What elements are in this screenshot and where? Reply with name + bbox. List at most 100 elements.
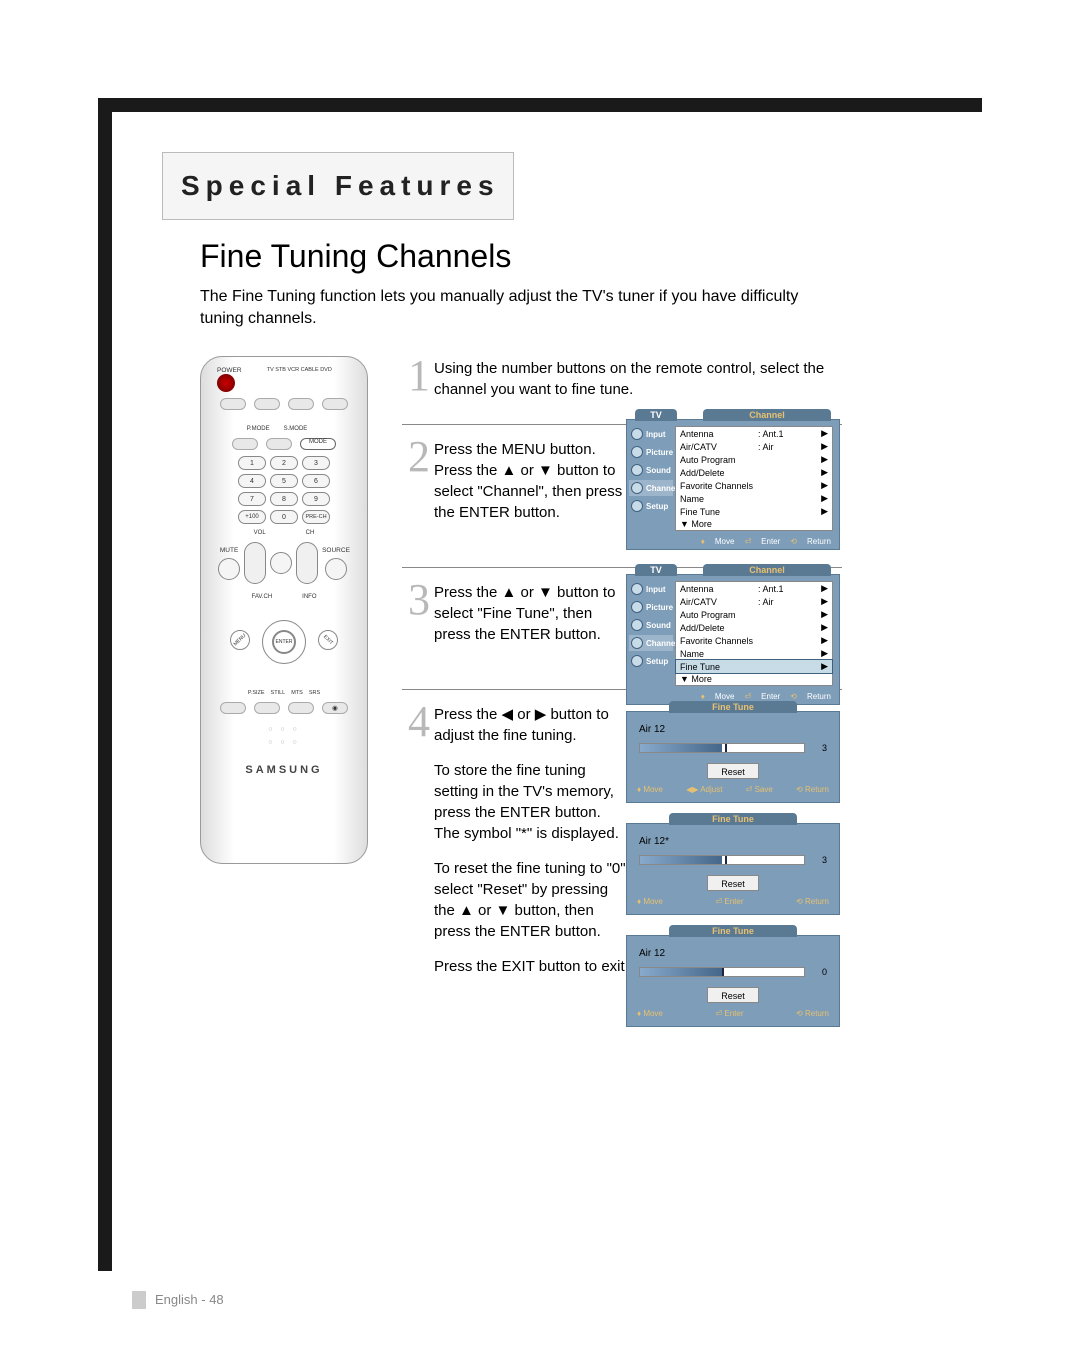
intro-text: The Fine Tuning function lets you manual… xyxy=(200,286,840,331)
still-button[interactable] xyxy=(254,702,280,714)
num-0[interactable]: 0 xyxy=(270,510,298,524)
vol-rocker[interactable] xyxy=(244,542,266,584)
source-button[interactable] xyxy=(325,558,347,580)
osd-menu-item[interactable]: Favorite Channels▶ xyxy=(676,634,832,647)
plus100-button[interactable]: +100 xyxy=(238,510,266,524)
osd-title: Fine Tune xyxy=(669,813,797,825)
step-text: Press the ▲ or ▼ button to select "Fine … xyxy=(434,580,626,645)
osd-sidebar-setup[interactable]: Setup xyxy=(629,498,673,514)
osd-title: Channel xyxy=(703,409,831,421)
menu-button[interactable]: MENU xyxy=(226,626,254,654)
step-text: Press the ◀ or ▶ button to adjust the fi… xyxy=(434,702,630,991)
ft-channel: Air 12* xyxy=(639,836,827,847)
osd-menu-item[interactable]: Favorite Channels▶ xyxy=(676,479,832,492)
osd-channel-menu-finetune: TV Channel InputPictureSoundChannelSetup… xyxy=(626,574,840,705)
osd-sidebar-picture[interactable]: Picture xyxy=(629,599,673,615)
header-title: Special Features xyxy=(181,170,500,202)
srs-button[interactable]: ◉ xyxy=(322,702,348,714)
osd-finetune-panel: Fine Tune Air 12 3 Reset ♦ Move ◀▶ Adjus… xyxy=(626,711,840,803)
osd-menu-item[interactable]: Fine Tune▶ xyxy=(676,505,832,518)
osd-menu-item[interactable]: Add/Delete▶ xyxy=(676,466,832,479)
osd-menu-item[interactable]: Air/CATV: Air▶ xyxy=(676,440,832,453)
osd-title: Channel xyxy=(703,564,831,576)
osd-sidebar-sound[interactable]: Sound xyxy=(629,462,673,478)
device-select[interactable] xyxy=(288,398,314,410)
device-select[interactable] xyxy=(322,398,348,410)
num-8[interactable]: 8 xyxy=(270,492,298,506)
ft-reset-button[interactable]: Reset xyxy=(707,875,759,891)
mts-label: MTS xyxy=(291,690,303,696)
guide-button[interactable] xyxy=(270,552,292,574)
srs-label: SRS xyxy=(309,690,320,696)
osd-sidebar-sound[interactable]: Sound xyxy=(629,617,673,633)
psize-label: P.SIZE xyxy=(248,690,265,696)
step-number: 1 xyxy=(402,356,430,400)
ch-rocker[interactable] xyxy=(296,542,318,584)
num-5[interactable]: 5 xyxy=(270,474,298,488)
mute-button[interactable] xyxy=(218,558,240,580)
osd-menu-item[interactable]: Name▶ xyxy=(676,492,832,505)
pmode-label: P.MODE xyxy=(247,426,270,432)
osd-sidebar-setup[interactable]: Setup xyxy=(629,653,673,669)
vol-label: VOL xyxy=(254,530,266,536)
favch-label: FAV.CH xyxy=(251,594,272,600)
step-number: 2 xyxy=(402,437,430,523)
num-3[interactable]: 3 xyxy=(302,456,330,470)
osd-sidebar-input[interactable]: Input xyxy=(629,426,673,442)
num-7[interactable]: 7 xyxy=(238,492,266,506)
num-2[interactable]: 2 xyxy=(270,456,298,470)
smode-button[interactable] xyxy=(266,438,292,450)
pmode-button[interactable] xyxy=(232,438,258,450)
osd-sidebar-input[interactable]: Input xyxy=(629,581,673,597)
ft-reset-button[interactable]: Reset xyxy=(707,987,759,1003)
num-1[interactable]: 1 xyxy=(238,456,266,470)
ft-reset-button[interactable]: Reset xyxy=(707,763,759,779)
prech-button[interactable]: PRE-CH xyxy=(302,510,330,524)
osd-menu-item[interactable]: Antenna: Ant.1▶ xyxy=(676,582,832,595)
psize-button[interactable] xyxy=(220,702,246,714)
osd-menu-item[interactable]: ▼ More xyxy=(676,673,832,685)
num-6[interactable]: 6 xyxy=(302,474,330,488)
osd-menu-item[interactable]: Add/Delete▶ xyxy=(676,621,832,634)
enter-button[interactable]: ENTER xyxy=(272,630,296,654)
step-text: Using the number buttons on the remote c… xyxy=(434,356,842,400)
smode-label: S.MODE xyxy=(284,426,308,432)
osd-footer: ♦Move ⏎Enter ⟲Return xyxy=(627,533,839,549)
ft-slider[interactable] xyxy=(639,855,805,865)
osd-menu-item[interactable]: ▼ More xyxy=(676,518,832,530)
ft-channel: Air 12 xyxy=(639,948,827,959)
osd-menu-item[interactable]: Fine Tune▶ xyxy=(675,659,833,674)
osd-finetune-panel-star: Fine Tune Air 12* 3 Reset ♦ Move ⏎ Enter… xyxy=(626,823,840,915)
source-label: SOURCE xyxy=(322,547,350,554)
osd-title: Fine Tune xyxy=(669,925,797,937)
device-select[interactable] xyxy=(220,398,246,410)
exit-button[interactable]: EXIT xyxy=(314,626,342,654)
osd-footer: ♦ Move ◀▶ Adjust ⏎ Save ⟲ Return xyxy=(635,785,831,794)
ft-channel: Air 12 xyxy=(639,724,827,735)
power-button[interactable] xyxy=(217,374,235,392)
num-4[interactable]: 4 xyxy=(238,474,266,488)
osd-channel-menu: TV Channel InputPictureSoundChannelSetup… xyxy=(626,419,840,550)
mts-button[interactable] xyxy=(288,702,314,714)
osd-sidebar-channel[interactable]: Channel xyxy=(629,480,673,496)
ch-label: CH xyxy=(306,530,315,536)
osd-menu-item[interactable]: Auto Program▶ xyxy=(676,608,832,621)
osd-sidebar-channel[interactable]: Channel xyxy=(629,635,673,651)
ft-slider[interactable] xyxy=(639,967,805,977)
mode-button[interactable]: MODE xyxy=(300,438,336,450)
device-select[interactable] xyxy=(254,398,280,410)
ft-slider[interactable] xyxy=(639,743,805,753)
osd-sidebar-picture[interactable]: Picture xyxy=(629,444,673,460)
ft-value: 3 xyxy=(811,743,827,753)
page-footer-bar xyxy=(132,1291,146,1309)
osd-menu-item[interactable]: Antenna: Ant.1▶ xyxy=(676,427,832,440)
mute-label: MUTE xyxy=(220,547,238,554)
header-banner: Special Features xyxy=(162,152,514,220)
still-label: STILL xyxy=(271,690,286,696)
num-9[interactable]: 9 xyxy=(302,492,330,506)
osd-menu-item[interactable]: Air/CATV: Air▶ xyxy=(676,595,832,608)
ft-value: 0 xyxy=(811,967,827,977)
step-text: Press the MENU button. Press the ▲ or ▼ … xyxy=(434,437,626,523)
osd-menu-item[interactable]: Auto Program▶ xyxy=(676,453,832,466)
info-label: INFO xyxy=(302,594,316,600)
